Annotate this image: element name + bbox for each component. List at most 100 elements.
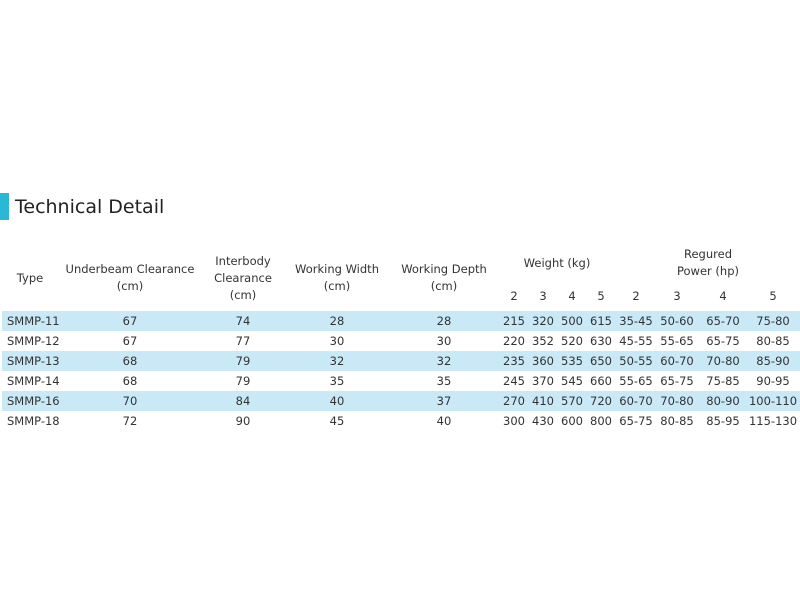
cell: 720 bbox=[590, 394, 612, 408]
cell: 360 bbox=[532, 354, 554, 368]
cell: 215 bbox=[503, 314, 525, 328]
cell: 80-85 bbox=[660, 414, 694, 428]
cell: 55-65 bbox=[660, 334, 694, 348]
cell: 80-90 bbox=[706, 394, 740, 408]
cell: 45 bbox=[329, 414, 345, 428]
cell: 72 bbox=[122, 414, 138, 428]
sub-header: 5 bbox=[597, 289, 605, 303]
cell: 235 bbox=[503, 354, 525, 368]
cell: 270 bbox=[503, 394, 525, 408]
cell: 30 bbox=[329, 334, 345, 348]
cell: 40 bbox=[329, 394, 345, 408]
cell: 74 bbox=[235, 314, 251, 328]
cell: 35-45 bbox=[619, 314, 653, 328]
cell: 65-75 bbox=[660, 374, 694, 388]
sub-header: 4 bbox=[568, 289, 576, 303]
sub-header: 3 bbox=[673, 289, 681, 303]
cell: 68 bbox=[122, 374, 138, 388]
cell: 60-70 bbox=[619, 394, 653, 408]
column-header: Type bbox=[16, 271, 44, 285]
cell: 65-75 bbox=[706, 334, 740, 348]
cell: SMMP-13 bbox=[7, 354, 60, 368]
cell: 650 bbox=[590, 354, 612, 368]
cell: 410 bbox=[532, 394, 554, 408]
cell: 220 bbox=[503, 334, 525, 348]
cell: 40 bbox=[436, 414, 452, 428]
cell: 45-55 bbox=[619, 334, 653, 348]
cell: 79 bbox=[235, 374, 251, 388]
cell: 70-80 bbox=[706, 354, 740, 368]
cell: 65-75 bbox=[619, 414, 653, 428]
column-header: (cm) bbox=[229, 288, 257, 302]
cell: 77 bbox=[235, 334, 251, 348]
cell: 60-70 bbox=[660, 354, 694, 368]
cell: 70 bbox=[122, 394, 138, 408]
cell: 300 bbox=[503, 414, 525, 428]
cell: SMMP-14 bbox=[7, 374, 60, 388]
group-header: Regured bbox=[684, 247, 732, 261]
cell: 85-95 bbox=[706, 414, 740, 428]
cell: 800 bbox=[590, 414, 612, 428]
cell: 35 bbox=[329, 374, 345, 388]
cell: 65-70 bbox=[706, 314, 740, 328]
cell: 75-85 bbox=[706, 374, 740, 388]
sub-header: 2 bbox=[510, 289, 518, 303]
cell: 615 bbox=[590, 314, 612, 328]
cell: 660 bbox=[590, 374, 612, 388]
section-title: Technical Detail bbox=[15, 196, 165, 218]
cell: SMMP-11 bbox=[7, 314, 60, 328]
cell: 245 bbox=[503, 374, 525, 388]
cell: 79 bbox=[235, 354, 251, 368]
cell: 430 bbox=[532, 414, 554, 428]
cell: 545 bbox=[561, 374, 583, 388]
cell: 68 bbox=[122, 354, 138, 368]
sub-header: 3 bbox=[539, 289, 547, 303]
cell: 67 bbox=[122, 334, 138, 348]
cell: 32 bbox=[329, 354, 345, 368]
cell: 500 bbox=[561, 314, 583, 328]
cell: SMMP-16 bbox=[7, 394, 60, 408]
cell: 520 bbox=[561, 334, 583, 348]
cell: 70-80 bbox=[660, 394, 694, 408]
cell: SMMP-18 bbox=[7, 414, 60, 428]
column-header: Working Width bbox=[295, 262, 379, 276]
row-background bbox=[2, 311, 800, 331]
cell: 28 bbox=[436, 314, 452, 328]
sub-header: 5 bbox=[769, 289, 777, 303]
cell: 370 bbox=[532, 374, 554, 388]
cell: 35 bbox=[436, 374, 452, 388]
cell: 37 bbox=[436, 394, 452, 408]
cell: 55-65 bbox=[619, 374, 653, 388]
row-background bbox=[2, 391, 800, 411]
title-accent bbox=[0, 193, 9, 220]
cell: 75-80 bbox=[756, 314, 790, 328]
cell: 85-90 bbox=[756, 354, 790, 368]
cell: 570 bbox=[561, 394, 583, 408]
column-header: (cm) bbox=[116, 279, 144, 293]
cell: 50-55 bbox=[619, 354, 653, 368]
cell: 84 bbox=[235, 394, 251, 408]
cell: 535 bbox=[561, 354, 583, 368]
cell: 28 bbox=[329, 314, 345, 328]
cell: 50-60 bbox=[660, 314, 694, 328]
column-header: Underbeam Clearance bbox=[65, 262, 195, 276]
cell: 32 bbox=[436, 354, 452, 368]
sub-header: 2 bbox=[632, 289, 640, 303]
cell: 600 bbox=[561, 414, 583, 428]
cell: 352 bbox=[532, 334, 554, 348]
cell: 90 bbox=[235, 414, 251, 428]
sub-header: 4 bbox=[719, 289, 727, 303]
cell: 100-110 bbox=[748, 394, 798, 408]
group-header: Weight (kg) bbox=[523, 256, 591, 270]
cell: 115-130 bbox=[748, 414, 798, 428]
cell: 630 bbox=[590, 334, 612, 348]
cell: SMMP-12 bbox=[7, 334, 60, 348]
column-header: (cm) bbox=[323, 279, 351, 293]
row-background bbox=[2, 351, 800, 371]
cell: 67 bbox=[122, 314, 138, 328]
cell: 90-95 bbox=[756, 374, 790, 388]
column-header: (cm) bbox=[430, 279, 458, 293]
column-header: Clearance bbox=[214, 271, 272, 285]
cell: 320 bbox=[532, 314, 554, 328]
